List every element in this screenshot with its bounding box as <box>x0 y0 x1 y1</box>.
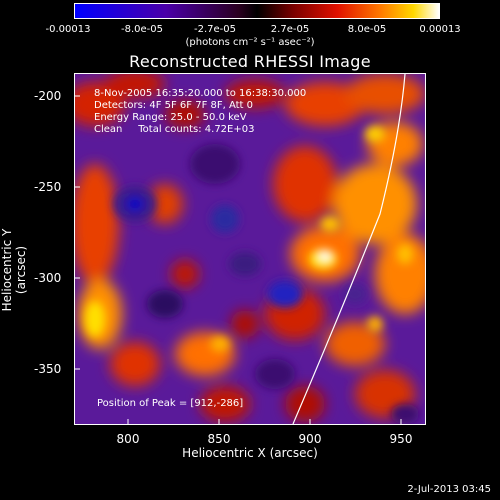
y-axis-label: Heliocentric Y (arcsec) <box>0 228 28 312</box>
y-tick-label: -250 <box>34 180 62 194</box>
annotation-energy-range: Energy Range: 25.0 - 50.0 keV <box>94 112 247 123</box>
y-tick-label: -300 <box>34 271 62 285</box>
colorbar-tick-label: 2.7e-05 <box>270 24 310 35</box>
annotation-time-range: 8-Nov-2005 16:35:20.000 to 16:38:30.000 <box>94 88 307 99</box>
x-tick-label: 800 <box>116 432 140 446</box>
annotation-peak-position: Position of Peak = [912,-286] <box>97 398 244 409</box>
y-tick-label: -350 <box>34 362 62 376</box>
y-tick-label: -200 <box>34 89 62 103</box>
annotation-detectors: Detectors: 4F 5F 6F 7F 8F, Att 0 <box>94 100 254 111</box>
timestamp: 2-Jul-2013 03:45 <box>407 484 491 495</box>
x-tick-label: 900 <box>298 432 322 446</box>
map-bright-cores <box>85 126 413 352</box>
colorbar-tick-label: 8.0e-05 <box>347 24 387 35</box>
map-dark-blobs <box>113 144 419 424</box>
rhessi-map <box>75 74 425 424</box>
colorbar <box>74 3 440 19</box>
x-axis-label: Heliocentric X (arcsec) <box>182 446 318 460</box>
annotation-clean-counts: Clean Total counts: 4.72E+03 <box>94 124 255 135</box>
colorbar-tick-label: 0.00013 <box>419 24 461 35</box>
colorbar-tick-label: -2.7e-05 <box>194 24 236 35</box>
colorbar-units: (photons cm⁻² s⁻¹ asec⁻²) <box>185 37 315 48</box>
colorbar-gradient <box>75 4 439 18</box>
solar-limb-line <box>292 74 406 424</box>
image-title: Reconstructed RHESSI Image <box>129 52 371 71</box>
x-tick-label: 950 <box>389 432 413 446</box>
image-frame: 8-Nov-2005 16:35:20.000 to 16:38:30.000 … <box>74 73 426 425</box>
colorbar-tick-label: -8.0e-05 <box>121 24 163 35</box>
x-tick-label: 850 <box>207 432 231 446</box>
colorbar-tick-label: -0.00013 <box>45 24 91 35</box>
